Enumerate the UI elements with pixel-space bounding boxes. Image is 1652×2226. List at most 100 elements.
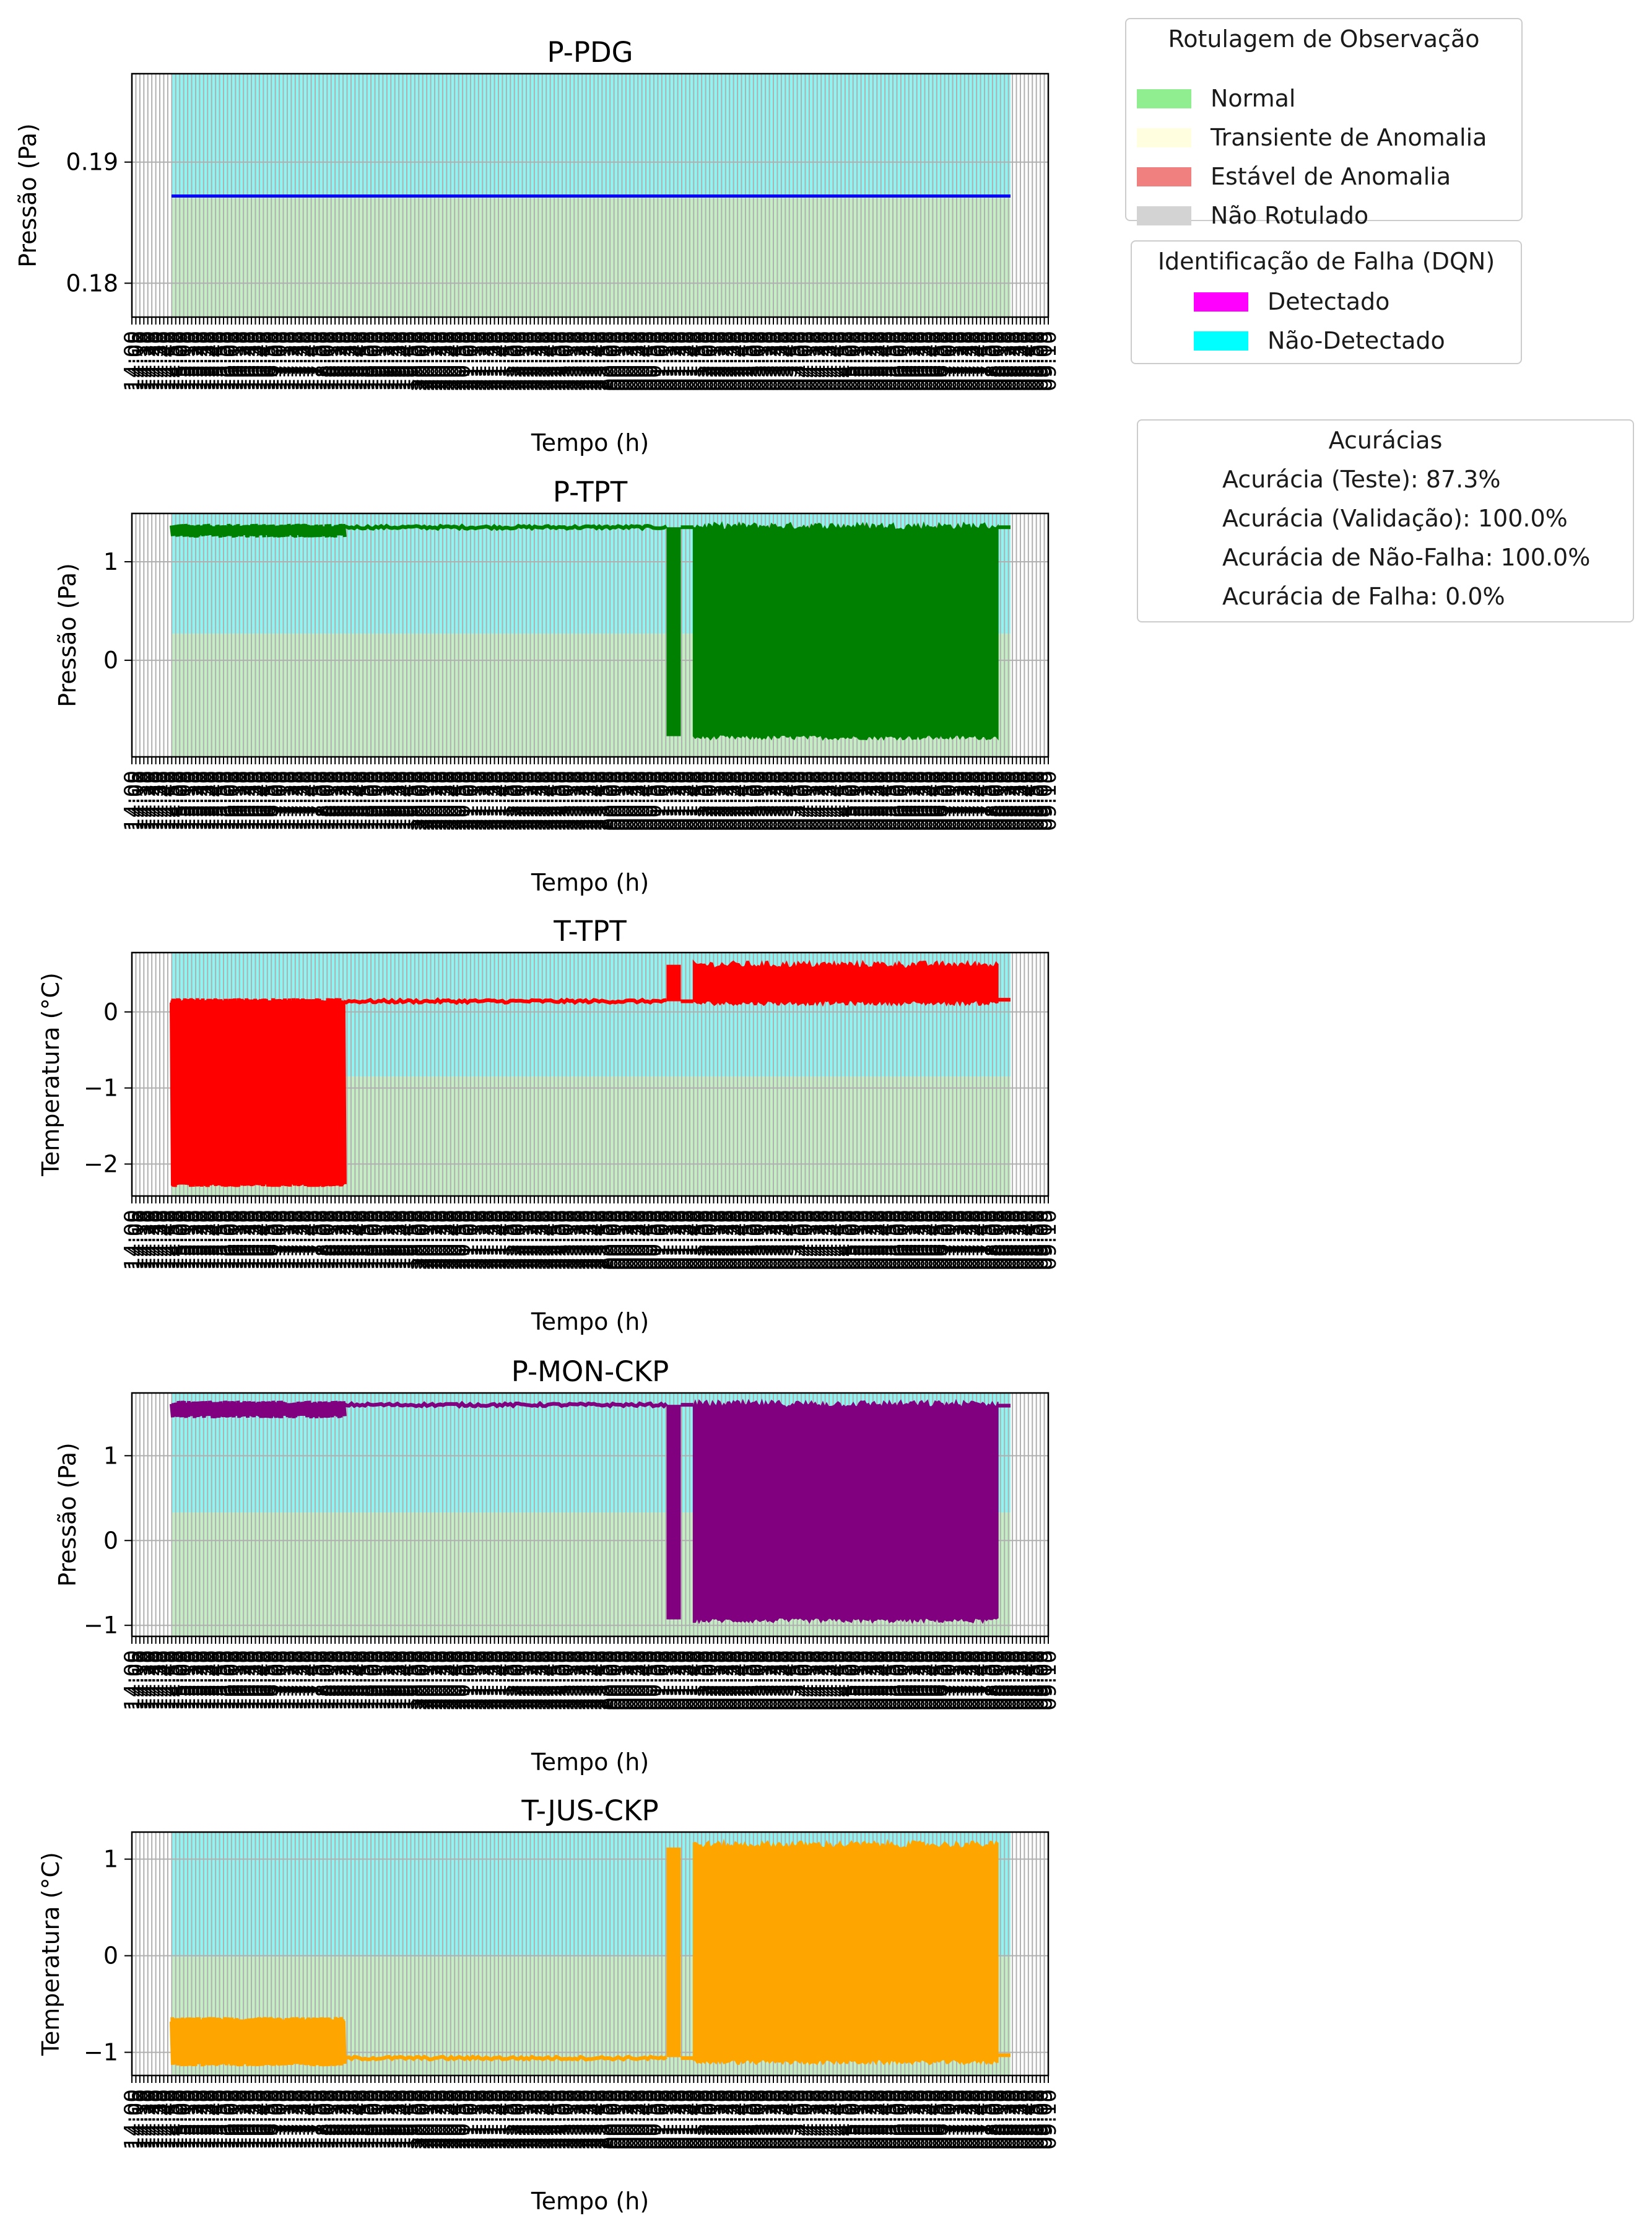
- x-tick-label: 20:25: [427, 331, 451, 391]
- x-tick-label: 02:50: [734, 331, 759, 391]
- x-tick-label: 21:05: [459, 770, 484, 831]
- x-tick-label: 03:45: [778, 770, 802, 831]
- x-tick-label: 02:30: [718, 1650, 742, 1711]
- x-tick-label: 16:25: [236, 1650, 261, 1711]
- x-tick-label: 19:50: [399, 1210, 424, 1270]
- x-tick-label: 16:25: [236, 1210, 261, 1270]
- x-tick-label: 06:20: [901, 331, 926, 391]
- x-tick-label: 14:35: [148, 1650, 173, 1711]
- x-tick-label: 15:10: [176, 770, 201, 831]
- legend-label: Não-Detectado: [1267, 327, 1445, 354]
- x-tick-label: 20:45: [443, 1650, 467, 1711]
- x-tick-label: 02:10: [702, 331, 726, 391]
- x-tick-label: 23:45: [586, 1650, 611, 1711]
- x-tick-label: 19:55: [403, 1650, 428, 1711]
- x-tick-label: 20:25: [427, 1650, 451, 1711]
- swatch-unlabeled: [1137, 206, 1191, 225]
- x-tick-label: 19:50: [399, 770, 424, 831]
- series-early-fill: [172, 1000, 344, 1185]
- x-tick-label: 06:50: [925, 770, 950, 831]
- x-tick-label: 22:40: [534, 770, 559, 831]
- x-tick-label: 02:55: [737, 1650, 762, 1711]
- x-tick-label: 03:10: [750, 1650, 775, 1711]
- x-tick-label: 16:55: [259, 1210, 284, 1270]
- x-tick-label: 14:35: [148, 331, 173, 391]
- x-tick-label: 05:55: [881, 1210, 906, 1270]
- x-tick-label: 18:10: [320, 331, 344, 391]
- x-tick-label: 19:45: [395, 1210, 420, 1270]
- x-tick-label: 05:10: [845, 770, 870, 831]
- x-tick-label: 14:20: [136, 770, 161, 831]
- x-tick-label: 20:20: [423, 1650, 448, 1711]
- x-tick-label: 22:20: [518, 1650, 543, 1711]
- x-tick-label: 08:40: [1012, 770, 1037, 831]
- x-tick-label: 17:15: [276, 331, 300, 391]
- x-tick-label: 18:25: [331, 1650, 356, 1711]
- x-tick-label: 06:40: [917, 770, 942, 831]
- x-tick-label: 02:05: [698, 770, 723, 831]
- x-tick-label: 01:15: [658, 770, 683, 831]
- x-tick-label: 14:20: [136, 331, 161, 391]
- x-tick-label: 03:50: [781, 1210, 806, 1270]
- x-tick-label: 01:00: [646, 770, 671, 831]
- x-tick-label: 02:20: [710, 770, 734, 831]
- x-tick-label: 08:45: [1017, 331, 1041, 391]
- x-tick-label: 18:35: [339, 1650, 364, 1711]
- x-tick-label: 08:20: [997, 770, 1022, 831]
- series-early-fill: [172, 1403, 344, 1416]
- x-tick-label: 17:55: [307, 1650, 332, 1711]
- x-tick-label: 18:45: [347, 1210, 372, 1270]
- x-tick-label: 17:40: [295, 1650, 320, 1711]
- x-tick-label: 00:00: [598, 1650, 623, 1711]
- x-tick-label: 03:30: [765, 1650, 790, 1711]
- x-tick-label: 22:05: [506, 770, 531, 831]
- x-tick-label: 01:30: [670, 331, 695, 391]
- x-tick-label: 14:15: [132, 1650, 157, 1711]
- x-tick-label: 19:20: [375, 770, 400, 831]
- x-tick-label: 00:25: [618, 331, 643, 391]
- x-tick-label: 16:50: [256, 331, 280, 391]
- x-tick-label: 16:20: [232, 331, 256, 391]
- x-tick-label: 02:40: [726, 770, 750, 831]
- series-early-fill: [172, 526, 344, 536]
- x-tick-label: 21:35: [483, 1210, 508, 1270]
- x-tick-label: 18:20: [328, 770, 352, 831]
- x-tick-label: 14:25: [140, 770, 165, 831]
- x-tick-label: 07:10: [941, 1210, 966, 1270]
- x-tick-label: 17:50: [303, 1650, 328, 1711]
- x-tick-label: 00:35: [626, 1210, 651, 1270]
- x-tick-label: 18:15: [323, 1650, 348, 1711]
- x-tick-label: 02:40: [726, 1210, 750, 1270]
- x-tick-label: 17:45: [300, 1210, 324, 1270]
- x-tick-label: 22:40: [534, 1210, 559, 1270]
- x-tick-label: 20:30: [431, 770, 456, 831]
- x-tick-label: 21:45: [490, 1210, 515, 1270]
- x-tick-label: 21:20: [471, 1210, 495, 1270]
- x-tick-label: 15:20: [184, 331, 209, 391]
- panel-t-tpt: −2 −1 0 T-TPT Temperatura (°C) 14:0014:0514:1…: [37, 915, 1061, 1335]
- x-tick-label: 06:45: [921, 1210, 946, 1270]
- x-tick-labels: 14:0014:0514:1014:1514:2014:2514:3014:35…: [120, 2089, 1061, 2150]
- x-tick-label: 21:25: [475, 1650, 500, 1711]
- x-tick-label: 00:25: [618, 1650, 643, 1711]
- x-tick-labels: 14:0014:0514:1014:1514:2014:2514:3014:35…: [120, 331, 1061, 391]
- x-tick-label: 18:30: [335, 331, 360, 391]
- x-tick-label: 18:50: [351, 331, 376, 391]
- x-tick-label: 18:40: [343, 1210, 368, 1270]
- x-tick-label: 22:50: [542, 331, 567, 391]
- x-tick-label: 06:40: [917, 1210, 942, 1270]
- x-tick-label: 00:00: [598, 331, 623, 391]
- x-tick-label: 14:05: [124, 1210, 149, 1270]
- x-tick-label: 17:00: [264, 1210, 289, 1270]
- x-tick-label: 01:35: [674, 331, 698, 391]
- x-tick-label: 19:05: [363, 1210, 388, 1270]
- x-tick-label: 16:40: [248, 1650, 272, 1711]
- x-tick-label: 08:55: [1025, 770, 1050, 831]
- x-tick-label: 15:30: [192, 1650, 217, 1711]
- x-tick-label: 00:50: [638, 331, 663, 391]
- x-tick-label: 20:15: [419, 770, 444, 831]
- x-tick-label: 06:40: [917, 331, 942, 391]
- x-tick-label: 15:15: [180, 1650, 205, 1711]
- x-tick-label: 21:50: [495, 331, 520, 391]
- y-axis-label: Pressão (Pa): [54, 563, 81, 707]
